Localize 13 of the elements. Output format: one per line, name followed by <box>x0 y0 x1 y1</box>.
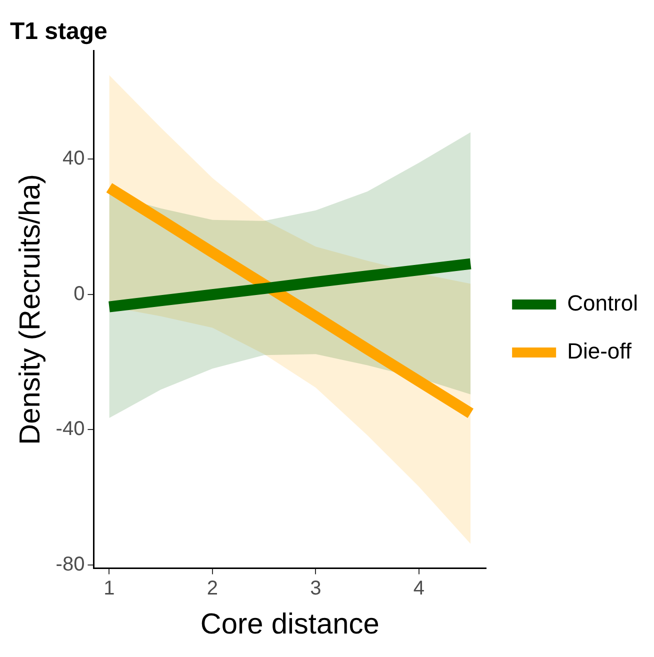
chart-title: T1 stage <box>10 18 108 46</box>
legend-label: Control <box>567 290 638 316</box>
legend-label: Die-off <box>567 338 632 364</box>
x-tick-label: 2 <box>206 578 218 600</box>
x-axis-title: Core distance <box>200 608 380 641</box>
y-tick-label: -80 <box>56 553 85 576</box>
y-tick-label: 40 <box>62 148 85 170</box>
x-tick-label: 1 <box>104 578 115 600</box>
y-tick-label: -40 <box>56 418 85 440</box>
x-tick-label: 4 <box>413 578 425 600</box>
y-tick-label: 0 <box>74 282 85 305</box>
y-axis-title: Density (Recruits/ha) <box>14 174 46 445</box>
x-tick-label: 3 <box>310 578 322 600</box>
